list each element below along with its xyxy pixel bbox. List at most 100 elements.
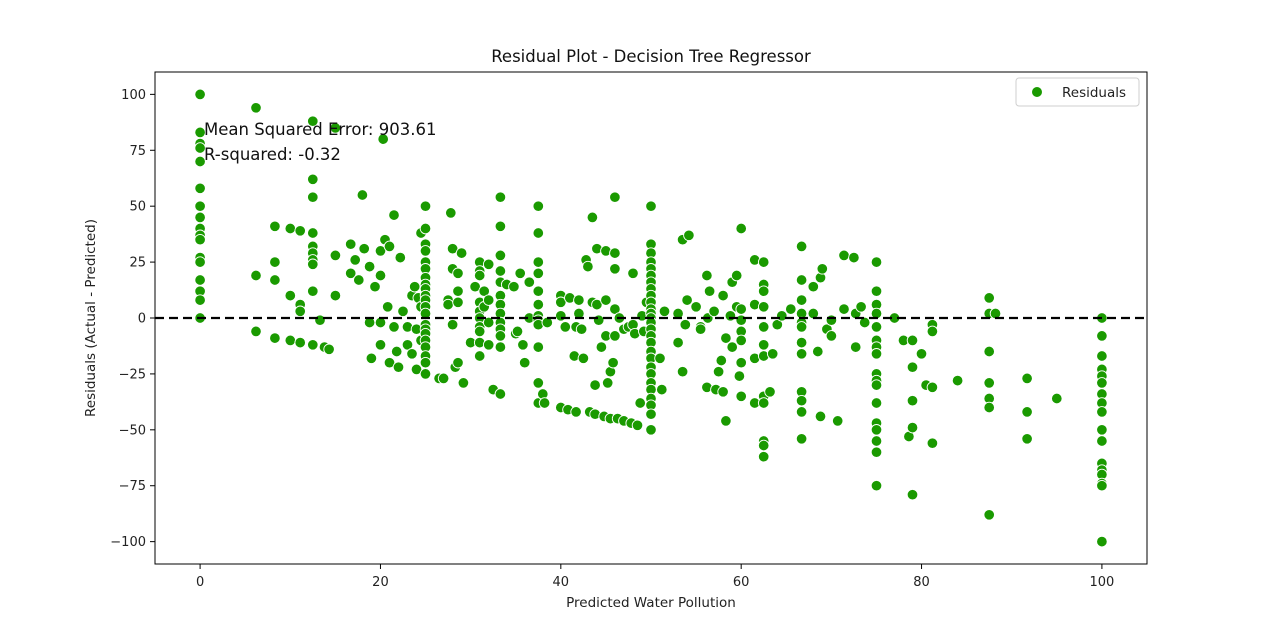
data-point: [591, 298, 603, 311]
data-point: [679, 318, 692, 331]
data-point: [349, 254, 361, 266]
data-point: [482, 316, 495, 329]
data-point: [390, 345, 403, 358]
data-point: [795, 433, 808, 445]
data-point: [730, 269, 743, 282]
data-point: [1021, 372, 1033, 385]
data-point: [848, 251, 860, 264]
data-point: [735, 356, 747, 369]
data-point: [595, 341, 608, 353]
data-point: [609, 330, 621, 342]
data-point: [518, 356, 531, 369]
data-point: [855, 301, 867, 313]
data-point: [250, 269, 262, 282]
data-point: [757, 285, 770, 297]
data-point: [757, 301, 770, 313]
data-point: [764, 386, 776, 398]
data-point: [284, 289, 297, 302]
data-point: [838, 249, 850, 262]
data-point: [269, 332, 281, 344]
data-point: [757, 321, 770, 333]
data-point: [1096, 406, 1108, 418]
points-layer: [194, 88, 1108, 548]
data-point: [720, 415, 732, 427]
data-point: [532, 285, 545, 297]
data-point: [757, 397, 770, 409]
y-tick-label: −50: [119, 423, 146, 438]
data-point: [406, 348, 418, 360]
data-point: [494, 341, 507, 353]
data-point: [926, 437, 939, 449]
data-point: [194, 200, 206, 212]
data-point: [194, 155, 206, 168]
data-point: [703, 285, 716, 297]
data-point: [1096, 350, 1108, 362]
data-point: [708, 305, 720, 318]
y-tick-label: −100: [110, 535, 146, 550]
x-axis-label: Predicted Water Pollution: [566, 595, 736, 611]
data-point: [795, 321, 808, 333]
data-point: [849, 341, 862, 353]
data-point: [906, 421, 919, 434]
data-point: [532, 227, 545, 239]
data-point: [419, 245, 432, 257]
data-point: [469, 280, 481, 293]
y-tick-label: 50: [129, 200, 146, 215]
data-point: [494, 388, 507, 400]
data-point: [858, 316, 871, 329]
data-point: [437, 372, 450, 385]
data-point: [735, 390, 747, 403]
data-point: [294, 305, 306, 318]
data-point: [374, 269, 387, 282]
chart-title: Residual Plot - Decision Tree Regressor: [491, 47, 811, 66]
data-point: [906, 334, 919, 347]
y-axis: −100 −75 −50 −25 0 25 50 75 100: [110, 88, 155, 550]
data-point: [250, 325, 262, 338]
data-point: [600, 294, 612, 306]
data-point: [720, 332, 732, 344]
data-point: [329, 289, 342, 302]
y-tick-label: −25: [119, 367, 146, 382]
data-point: [795, 336, 808, 349]
data-point: [455, 247, 468, 259]
data-point: [645, 200, 657, 212]
legend-label-residuals: Residuals: [1062, 85, 1126, 101]
data-point: [627, 267, 639, 280]
data-point: [329, 122, 342, 134]
data-point: [757, 450, 770, 463]
data-point: [194, 182, 206, 195]
data-point: [1051, 392, 1063, 405]
data-point: [757, 339, 770, 351]
data-point: [408, 280, 421, 293]
data-point: [294, 225, 306, 237]
data-point: [344, 267, 357, 280]
data-point: [735, 334, 747, 347]
data-point: [397, 305, 409, 318]
data-point: [442, 298, 454, 311]
data-point: [307, 191, 319, 203]
data-point: [983, 292, 995, 304]
x-axis: 0 20 40 60 80 100: [196, 564, 1114, 590]
data-point: [795, 406, 808, 418]
data-point: [1021, 406, 1033, 418]
data-point: [555, 310, 567, 322]
data-point: [870, 321, 883, 333]
data-point: [983, 377, 995, 389]
data-point: [494, 265, 507, 277]
data-point: [983, 509, 995, 521]
data-point: [870, 256, 883, 268]
data-point: [494, 249, 507, 262]
data-point: [795, 294, 808, 306]
data-point: [592, 314, 605, 326]
data-point: [374, 339, 387, 351]
data-point: [532, 256, 545, 268]
x-tick-label: 40: [553, 575, 570, 590]
x-tick-label: 20: [372, 575, 389, 590]
data-point: [383, 356, 396, 369]
mse-annotation: Mean Squared Error: 903.61: [204, 120, 436, 139]
data-point: [383, 240, 396, 253]
data-point: [394, 251, 407, 264]
data-point: [724, 310, 737, 322]
data-point: [482, 339, 495, 351]
data-point: [452, 285, 464, 297]
